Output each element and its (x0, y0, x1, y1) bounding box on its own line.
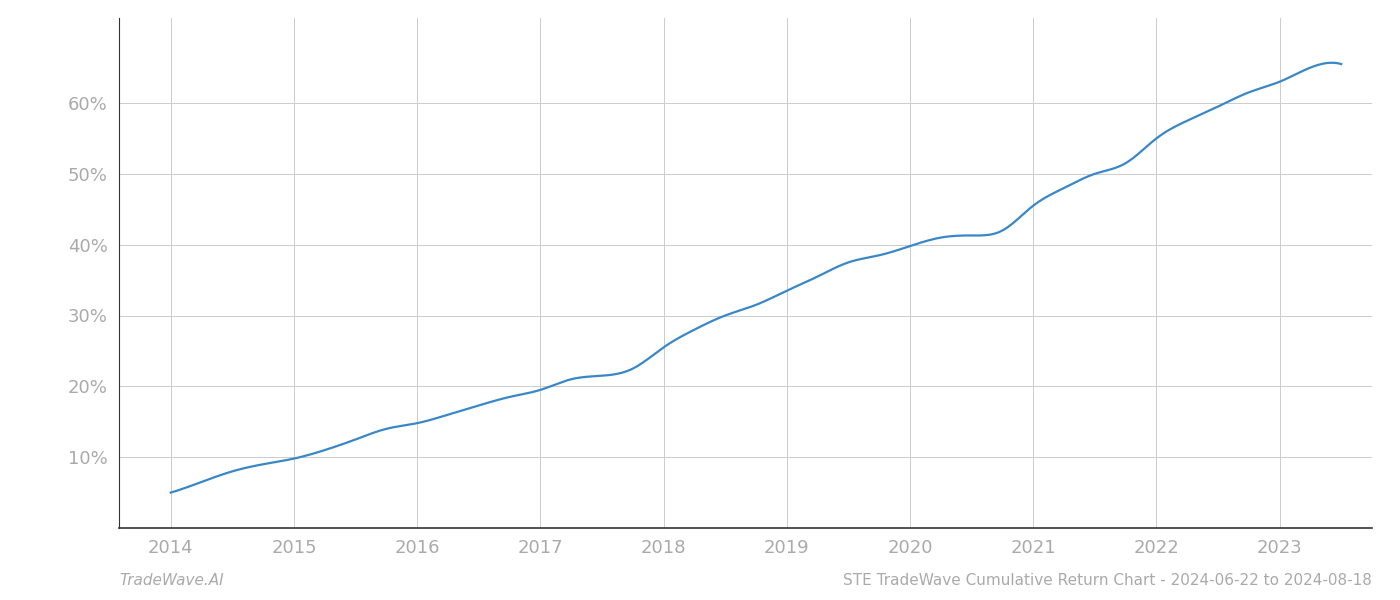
Text: STE TradeWave Cumulative Return Chart - 2024-06-22 to 2024-08-18: STE TradeWave Cumulative Return Chart - … (843, 573, 1372, 588)
Text: TradeWave.AI: TradeWave.AI (119, 573, 224, 588)
